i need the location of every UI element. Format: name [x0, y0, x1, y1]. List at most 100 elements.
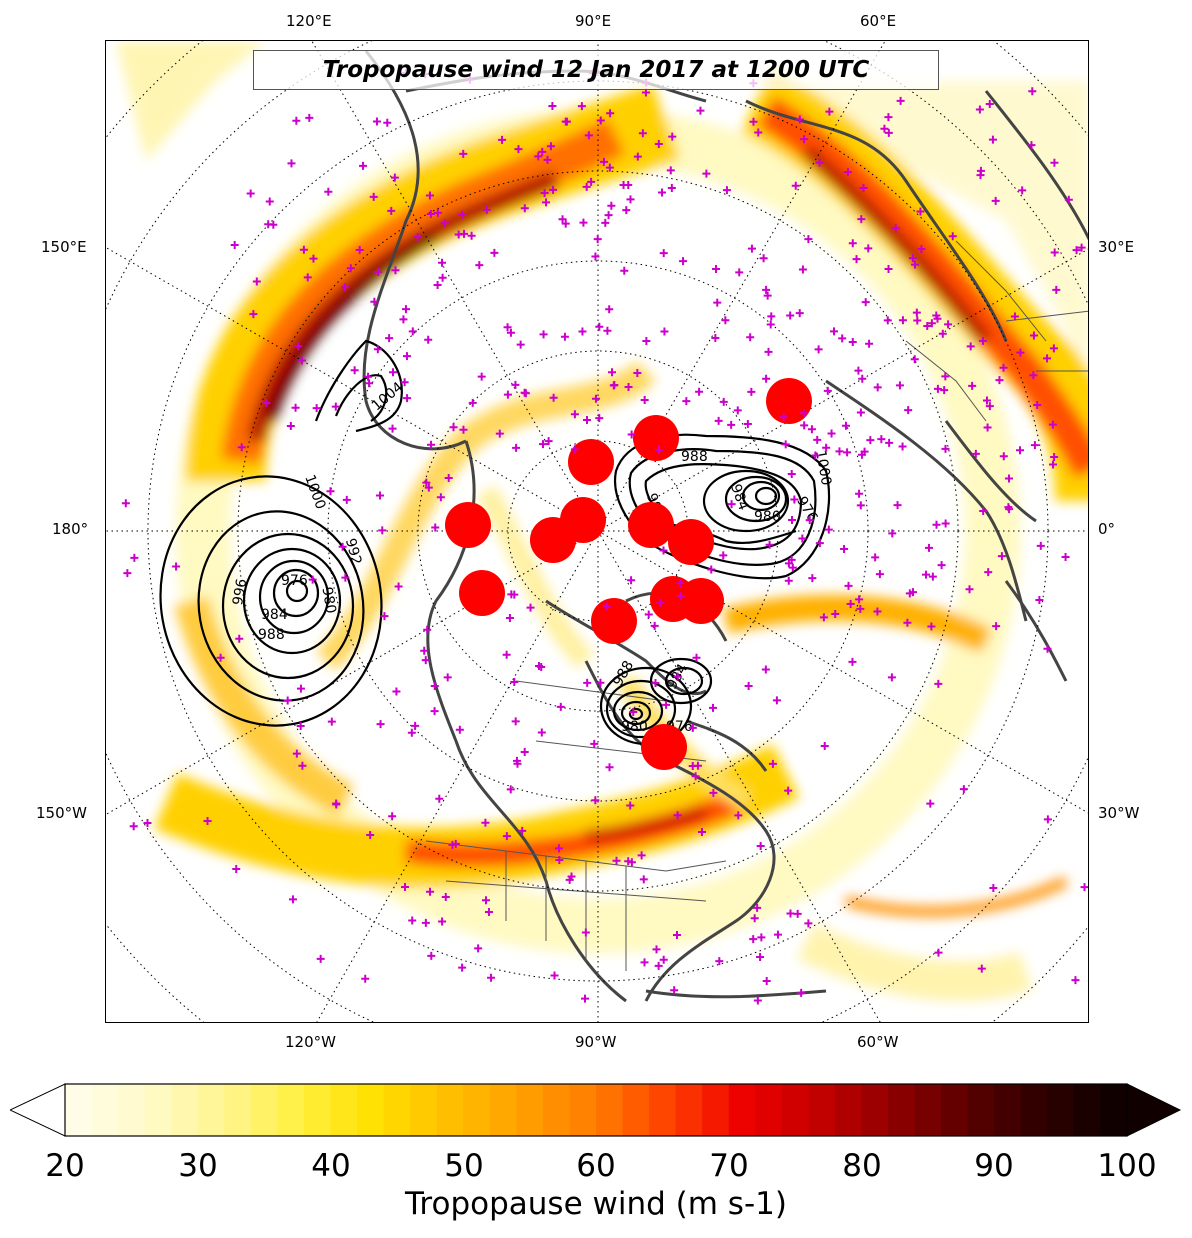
station-marker: [629, 708, 638, 717]
colorbar-segment: [303, 1084, 332, 1136]
colorbar-segment: [197, 1084, 225, 1136]
colorbar-segment: [1100, 1084, 1128, 1136]
station-marker: [366, 830, 375, 839]
station-marker: [534, 152, 543, 161]
station-marker: [514, 145, 523, 154]
station-marker: [296, 684, 305, 693]
station-marker: [983, 423, 992, 432]
station-marker: [761, 665, 770, 674]
station-marker: [884, 113, 893, 122]
station-marker: [583, 678, 592, 687]
station-marker: [376, 720, 385, 729]
station-marker: [715, 957, 724, 966]
station-marker: [858, 374, 867, 383]
colorbar-segment: [649, 1084, 677, 1136]
station-marker: [1030, 441, 1039, 450]
colorbar-tick: 40: [311, 1148, 351, 1184]
station-marker: [765, 540, 774, 549]
station-marker: [626, 195, 635, 204]
station-marker: [591, 394, 600, 403]
station-marker: [1043, 815, 1052, 824]
station-marker: [467, 231, 476, 240]
station-marker: [510, 677, 519, 686]
lon-label-left: 150°E: [41, 238, 87, 256]
polar-stereographic-map: 1000 996 992 988 984 980 976 988 984 980…: [106, 41, 1088, 1022]
station-marker: [459, 149, 468, 158]
station-marker: [605, 163, 614, 172]
station-marker: [932, 520, 941, 529]
colorbar-segment: [1047, 1084, 1075, 1136]
station-marker: [324, 187, 333, 196]
station-marker: [934, 948, 943, 957]
colorbar-label: Tropopause wind (m s-1): [405, 1186, 787, 1222]
station-marker: [1077, 243, 1086, 252]
station-marker: [707, 565, 716, 574]
feature-circle: [459, 570, 505, 616]
station-marker: [1050, 158, 1059, 167]
station-marker: [927, 319, 936, 328]
station-marker: [880, 124, 889, 133]
station-marker: [542, 198, 551, 207]
station-marker: [327, 717, 336, 726]
station-marker: [172, 562, 181, 571]
station-marker: [762, 976, 771, 985]
station-marker: [638, 129, 647, 138]
station-marker: [941, 372, 950, 381]
station-marker: [827, 429, 836, 438]
station-markers: [121, 69, 1088, 1005]
station-marker: [807, 425, 816, 434]
station-marker: [768, 759, 777, 768]
station-marker: [749, 935, 758, 944]
lon-label-right: 30°E: [1098, 238, 1135, 256]
station-marker: [697, 827, 706, 836]
station-marker: [602, 602, 611, 611]
station-marker: [513, 759, 522, 768]
station-marker: [835, 447, 844, 456]
station-marker: [584, 131, 593, 140]
station-marker: [856, 501, 865, 510]
contour-bering-1000: [334, 374, 388, 422]
station-marker: [216, 653, 225, 662]
station-marker: [1016, 446, 1025, 455]
station-marker: [667, 183, 676, 192]
contour-label: 980: [621, 719, 648, 735]
colorbar-tick: 100: [1097, 1148, 1157, 1184]
station-marker: [948, 232, 957, 241]
station-marker: [856, 408, 865, 417]
station-marker: [369, 192, 378, 201]
station-marker: [1043, 354, 1052, 363]
station-marker: [338, 542, 347, 551]
station-marker: [654, 140, 663, 149]
station-marker: [130, 553, 139, 562]
colorbar-segment: [144, 1084, 172, 1136]
station-marker: [294, 342, 303, 351]
colorbar-segment: [516, 1084, 544, 1136]
colorbar-tick: 70: [709, 1148, 749, 1184]
station-marker: [910, 355, 919, 364]
station-marker: [556, 702, 565, 711]
colorbar-segment: [383, 1084, 411, 1136]
station-marker: [767, 312, 776, 321]
station-marker: [441, 893, 450, 902]
station-marker: [670, 986, 679, 995]
station-marker: [898, 316, 907, 325]
colorbar-segment: [755, 1084, 783, 1136]
station-marker: [422, 478, 431, 487]
colorbar-segment: [888, 1084, 916, 1136]
station-marker: [866, 436, 875, 445]
station-marker: [449, 423, 458, 432]
station-marker: [394, 582, 403, 591]
station-marker: [626, 801, 635, 810]
contour-label: 1000: [812, 449, 834, 487]
station-marker: [607, 201, 616, 210]
station-marker: [1033, 400, 1042, 409]
station-marker: [633, 368, 642, 377]
station-marker: [426, 210, 435, 219]
station-marker: [991, 196, 1000, 205]
station-marker: [1027, 141, 1036, 150]
station-marker: [610, 380, 619, 389]
colorbar-segment: [277, 1084, 305, 1136]
station-marker: [659, 546, 668, 555]
station-marker: [424, 335, 433, 344]
station-marker: [1010, 312, 1019, 321]
